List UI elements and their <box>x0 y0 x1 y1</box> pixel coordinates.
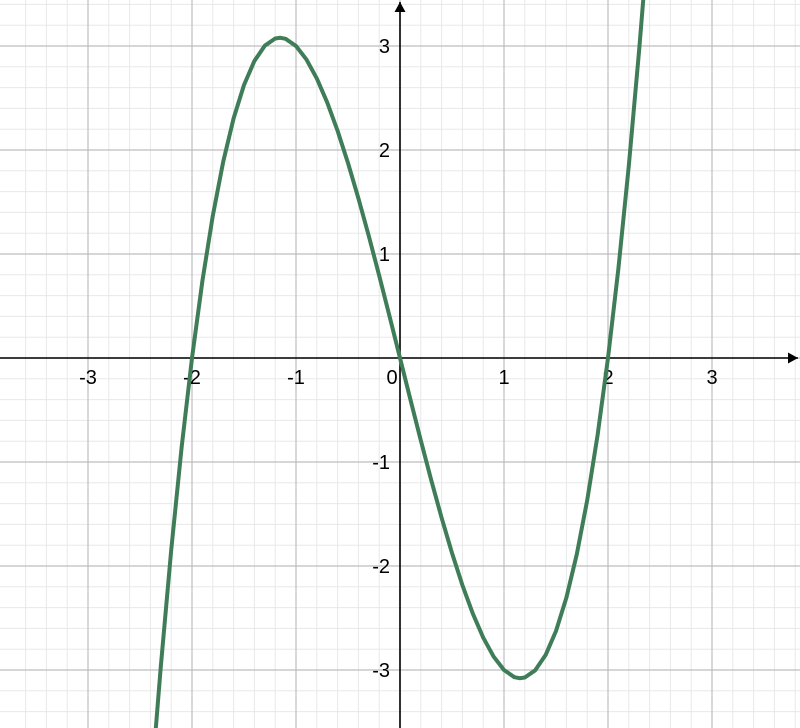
y-tick-label: 2 <box>379 140 390 162</box>
x-tick-label: 0 <box>386 367 397 389</box>
y-tick-label: -2 <box>372 556 390 578</box>
x-tick-label: 1 <box>498 367 509 389</box>
y-tick-label: -1 <box>372 452 390 474</box>
chart-container: -3-2-10123-3-2-1123 <box>0 0 800 728</box>
y-tick-label: 1 <box>379 244 390 266</box>
y-tick-label: -3 <box>372 660 390 682</box>
x-tick-label: -3 <box>79 367 97 389</box>
x-tick-label: -1 <box>287 367 305 389</box>
x-tick-label: 3 <box>706 367 717 389</box>
y-tick-label: 3 <box>379 36 390 58</box>
cubic-function-chart: -3-2-10123-3-2-1123 <box>0 0 800 728</box>
